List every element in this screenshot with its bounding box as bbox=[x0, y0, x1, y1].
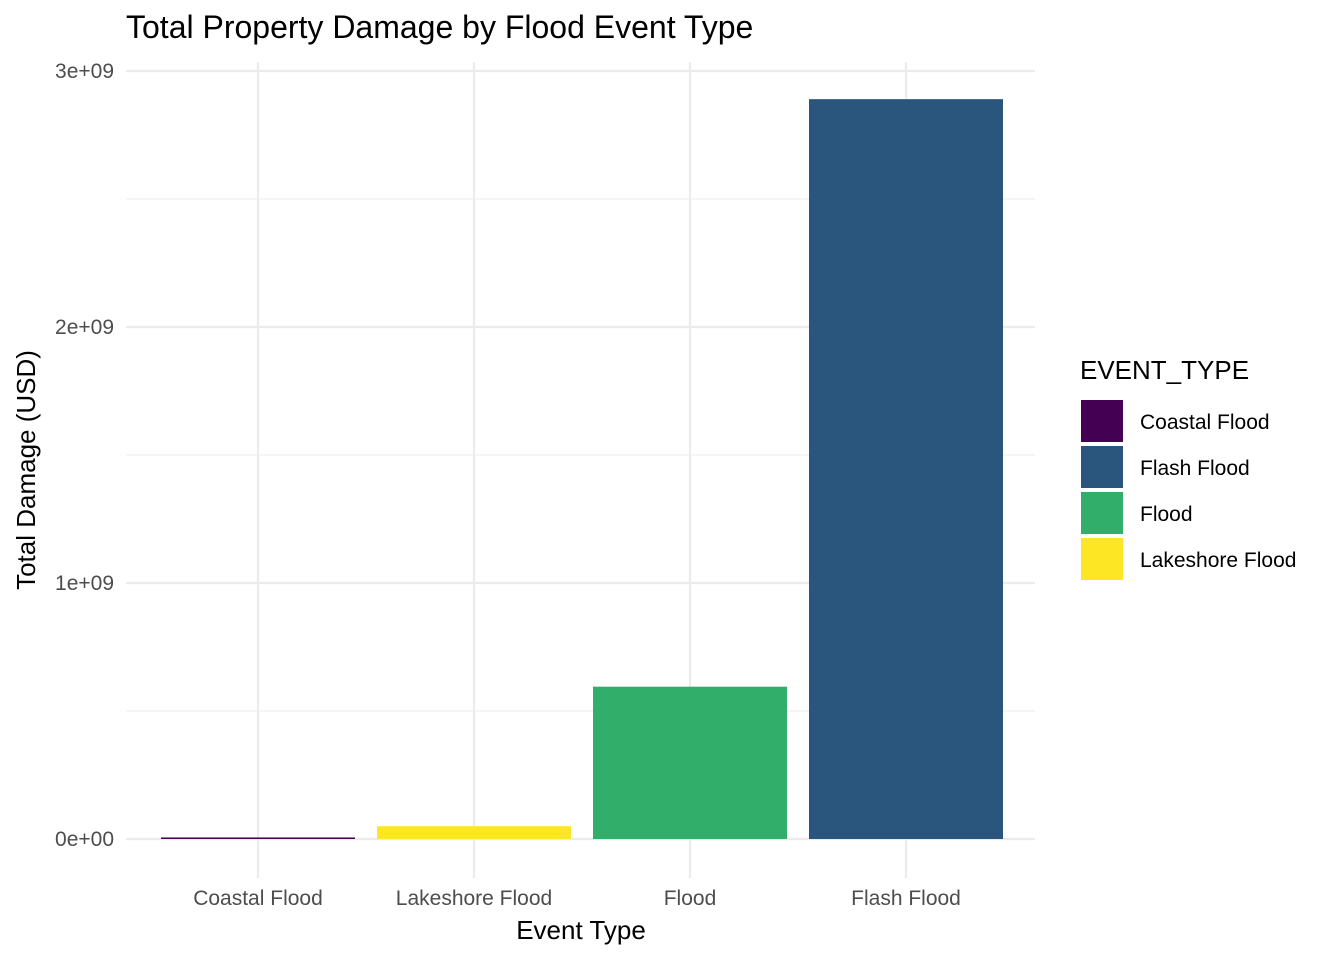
legend-label: Coastal Flood bbox=[1140, 411, 1270, 434]
y-tick-label: 0e+00 bbox=[55, 828, 114, 851]
x-axis-ticks: Coastal Flood Lakeshore Flood Flood Flash F… bbox=[193, 887, 961, 910]
legend-swatch bbox=[1081, 446, 1123, 488]
bars bbox=[161, 99, 1003, 839]
legend-swatch bbox=[1081, 492, 1123, 534]
legend-title: EVENT_TYPE bbox=[1080, 355, 1249, 385]
legend: EVENT_TYPE Coastal Flood Flash Flood Flood… bbox=[1080, 355, 1296, 580]
y-axis-title: Total Damage (USD) bbox=[11, 350, 41, 590]
legend-label: Flash Flood bbox=[1140, 457, 1250, 480]
x-tick-label: Flash Flood bbox=[851, 887, 961, 910]
y-tick-label: 3e+09 bbox=[55, 60, 114, 83]
legend-label: Flood bbox=[1140, 503, 1193, 526]
legend-swatch bbox=[1081, 538, 1123, 580]
x-tick-label: Lakeshore Flood bbox=[396, 887, 552, 910]
x-tick-label: Flood bbox=[664, 887, 717, 910]
chart-title: Total Property Damage by Flood Event Typ… bbox=[126, 9, 753, 45]
legend-label: Lakeshore Flood bbox=[1140, 549, 1296, 572]
x-tick-label: Coastal Flood bbox=[193, 887, 323, 910]
bar-flash-flood bbox=[809, 99, 1003, 839]
x-axis-title: Event Type bbox=[516, 915, 646, 945]
y-tick-label: 2e+09 bbox=[55, 316, 114, 339]
bar-coastal-flood bbox=[161, 837, 355, 839]
bar-lakeshore-flood bbox=[377, 826, 571, 839]
y-axis-ticks: 0e+00 1e+09 2e+09 3e+09 bbox=[55, 60, 114, 851]
y-tick-label: 1e+09 bbox=[55, 572, 114, 595]
bar-flood bbox=[593, 686, 787, 839]
legend-swatch bbox=[1081, 400, 1123, 442]
